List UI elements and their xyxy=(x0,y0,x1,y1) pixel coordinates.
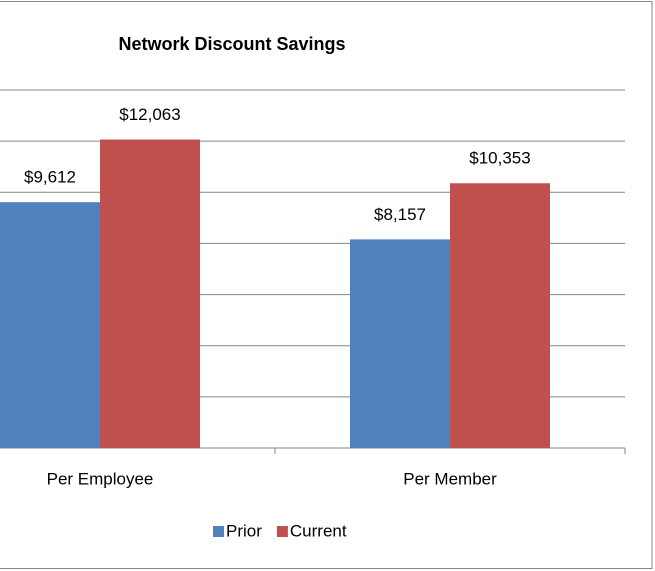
legend-swatch xyxy=(276,526,288,537)
legend-swatch xyxy=(213,526,224,537)
x-tick-label: Per Member xyxy=(403,469,497,488)
bar xyxy=(0,202,100,448)
chart-title: Network Discount Savings xyxy=(118,34,345,54)
bar xyxy=(350,239,450,448)
legend-label: Prior xyxy=(226,521,262,540)
legend-label: Current xyxy=(290,521,347,540)
data-label: $12,063 xyxy=(119,105,180,124)
x-tick-label: Per Employee xyxy=(47,469,154,488)
data-label: $8,157 xyxy=(374,205,426,224)
bar xyxy=(450,183,550,448)
data-label: $10,353 xyxy=(469,149,530,168)
data-label: $9,612 xyxy=(24,168,76,187)
bar xyxy=(100,139,200,448)
